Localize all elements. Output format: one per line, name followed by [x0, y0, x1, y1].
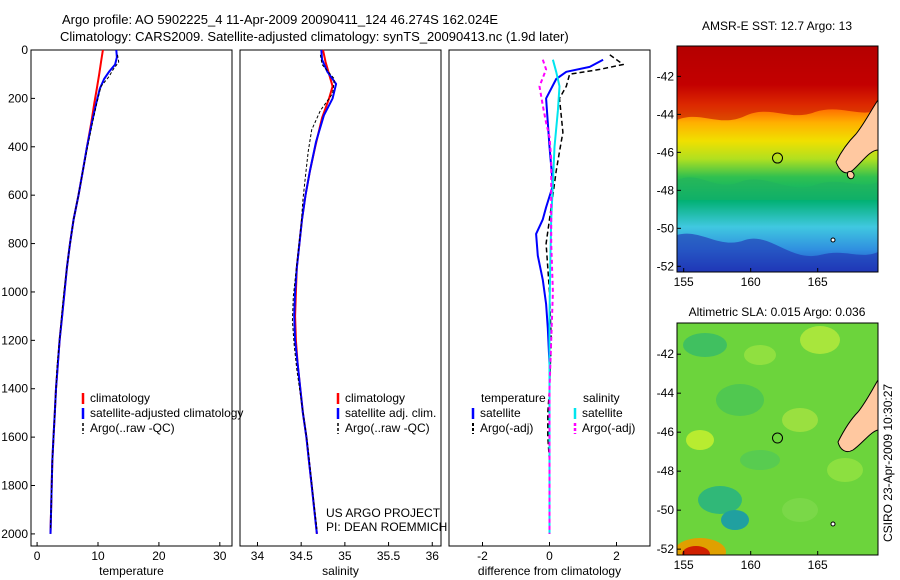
- panel1-ytick-label: 1400: [1, 382, 28, 396]
- panel1-xlabel: temperature: [99, 564, 164, 578]
- panel1-ytick-label: 200: [8, 91, 28, 105]
- panel2-legend-label: Argo(..raw -QC): [345, 421, 430, 435]
- panel3-series-1-line: [545, 54, 624, 534]
- panel2-legend-label: climatology: [345, 391, 405, 405]
- figure-title-line1: Argo profile: AO 5902225_4 11-Apr-2009 2…: [62, 12, 499, 27]
- map1-ytick-label: -42: [657, 69, 675, 83]
- panel1-series-2-line: [50, 54, 120, 530]
- map1-ytick-label: -52: [657, 259, 675, 273]
- map2-ytick-label: -48: [657, 464, 675, 478]
- sla-map: [677, 323, 878, 555]
- map1-ytick-label: -46: [657, 145, 675, 159]
- panel2-xtick-label: 34: [251, 549, 265, 563]
- map2-ytick-label: -50: [657, 503, 675, 517]
- panel3-series-3-line: [538, 59, 554, 534]
- map2-ytick-label: -46: [657, 425, 675, 439]
- sst-map-frame: [676, 45, 879, 273]
- panel3-legend-label: satellite: [480, 406, 521, 420]
- panel3-legend-label: Argo(-adj): [480, 421, 533, 435]
- panel1-ytick-label: 800: [8, 237, 28, 251]
- map1-argo-location-marker: [772, 152, 783, 164]
- panel2-legend-label: satellite adj. clim.: [345, 406, 436, 420]
- map1-ytick-label: -48: [657, 183, 675, 197]
- new-zealand-land: [835, 99, 878, 174]
- sla-map-frame: [676, 322, 879, 556]
- panel3-legend-label: satellite: [582, 406, 623, 420]
- panel2-xtick-label: 34.5: [289, 549, 313, 563]
- panel1-xtick-label: 10: [91, 549, 105, 563]
- panel3-xlabel: difference from climatology: [478, 564, 621, 578]
- map1-ytick-label: -50: [657, 221, 675, 235]
- panel1-ytick-label: 400: [8, 140, 28, 154]
- timestamp-stamp: CSIRO 23-Apr-2009 10:30:27: [881, 384, 895, 542]
- figure-title-line2: Climatology: CARS2009. Satellite-adjuste…: [60, 29, 569, 44]
- panel1-xtick-label: 20: [152, 549, 166, 563]
- map2-xtick-label: 155: [674, 558, 694, 572]
- map2-ytick-label: -52: [657, 542, 675, 556]
- panel1-ytick-label: 600: [8, 188, 28, 202]
- panel3-xtick-label: 2: [613, 549, 620, 563]
- new-zealand-land: [837, 379, 878, 453]
- map1-xtick-label: 165: [808, 275, 828, 289]
- panel2-xlabel: salinity: [322, 564, 359, 578]
- panel1-ytick-label: 0: [21, 43, 28, 57]
- panel2-xtick-label: 36: [426, 549, 440, 563]
- panel1-xtick-label: 30: [213, 549, 227, 563]
- panel1-legend-label: Argo(..raw -QC): [90, 421, 175, 435]
- map2-xtick-label: 165: [808, 558, 828, 572]
- panel2-xtick-label: 35.5: [377, 549, 401, 563]
- panel1-legend-label: satellite-adjusted climatology: [90, 406, 243, 420]
- panel1-ytick-label: 1000: [1, 285, 28, 299]
- sst-map: [677, 46, 878, 272]
- panel1-ytick-label: 1800: [1, 479, 28, 493]
- panel1-ytick-label: 1200: [1, 333, 28, 347]
- small-island: [830, 521, 836, 527]
- small-island: [830, 237, 836, 243]
- map1-ytick-label: -44: [657, 107, 675, 121]
- map2-argo-location-marker: [772, 432, 783, 444]
- temperature-axes: [30, 49, 233, 547]
- panel1-xtick-label: 0: [34, 549, 41, 563]
- panel1-legend-label: climatology: [90, 391, 150, 405]
- panel1-ytick-label: 1600: [1, 430, 28, 444]
- map2-ytick-label: -42: [657, 347, 675, 361]
- panel1-ytick-label: 2000: [1, 527, 28, 541]
- panel3-xtick-label: 0: [546, 549, 553, 563]
- map2-xtick-label: 160: [741, 558, 761, 572]
- panel2-xtick-label: 35: [338, 549, 352, 563]
- panel3-legend-title: temperature: [481, 391, 546, 405]
- map2-ytick-label: -44: [657, 386, 675, 400]
- panel3-legend-label: Argo(-adj): [582, 421, 635, 435]
- pi-credit: PI: DEAN ROEMMICH: [326, 520, 447, 534]
- map1-xtick-label: 160: [741, 275, 761, 289]
- panel3-legend-title: salinity: [583, 391, 620, 405]
- panel2-series-2-line: [291, 54, 335, 530]
- project-credit: US ARGO PROJECT: [326, 506, 441, 520]
- panel3-xtick-label: -2: [477, 549, 488, 563]
- map1-xtick-label: 155: [674, 275, 694, 289]
- salinity-axes: [239, 49, 442, 547]
- sla-map-title: Altimetric SLA: 0.015 Argo: 0.036: [689, 305, 866, 319]
- sst-map-title: AMSR-E SST: 12.7 Argo: 13: [702, 19, 852, 33]
- panel3-series-0-line: [535, 58, 604, 534]
- stewart-island: [847, 171, 855, 180]
